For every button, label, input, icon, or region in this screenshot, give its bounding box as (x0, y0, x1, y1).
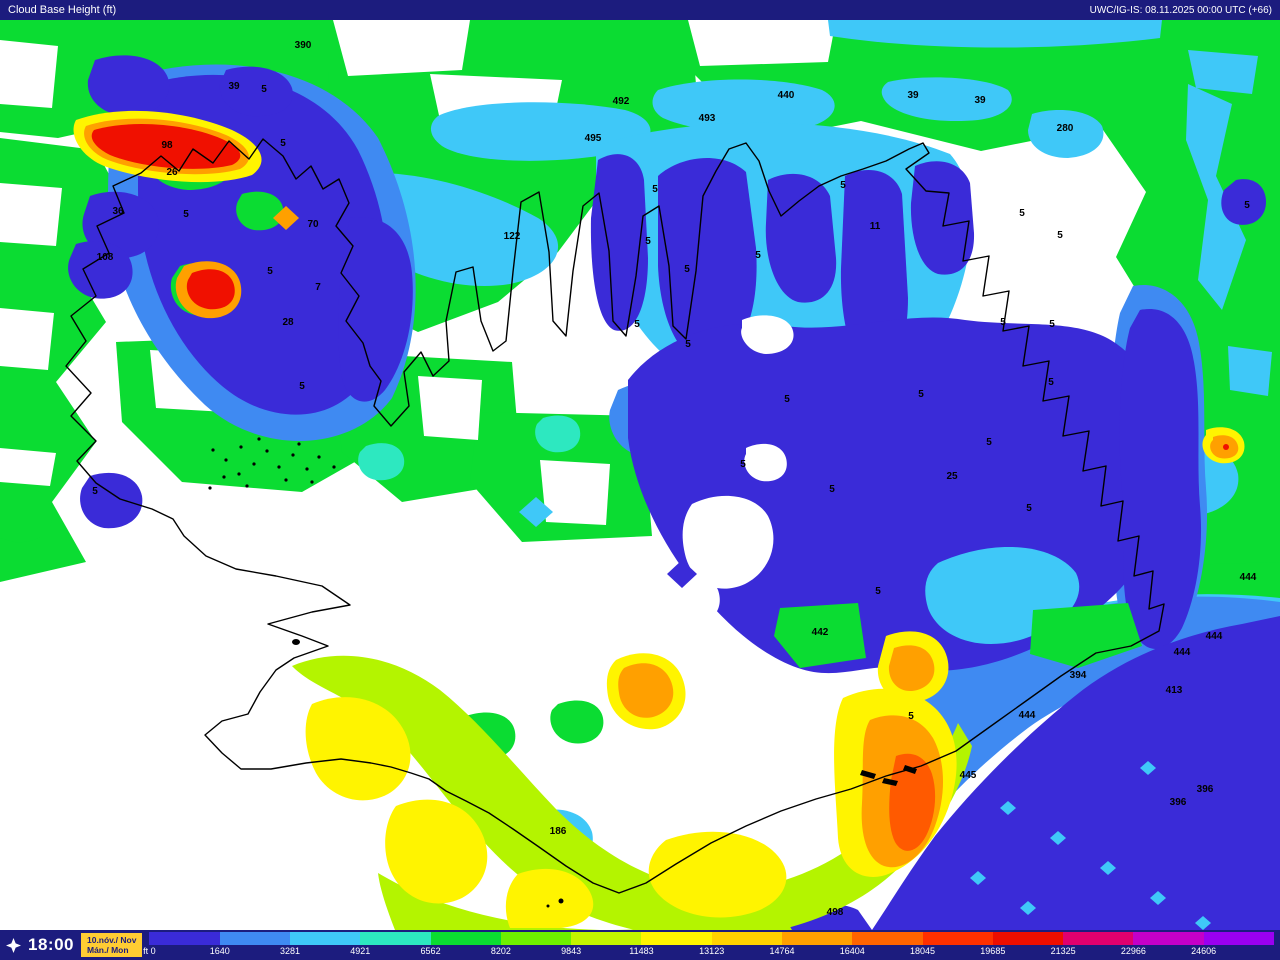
clear-sky-holes-over (658, 315, 794, 625)
legend-segment: 16404 (840, 932, 923, 956)
legend-tick-label: 6562 (420, 946, 441, 956)
legend-tick-label: 11483 (629, 946, 654, 956)
map-canvas: 390 39 5 98 26 5 36 70 5 108 5 7 28 5 492 493 495 440 39 39… (0, 20, 1280, 930)
top-bar: Cloud Base Height (ft) UWC/IG-IS: 08.11.… (0, 0, 1280, 20)
legend-tick-label: 4921 (350, 946, 371, 956)
page-title: Cloud Base Height (ft) (8, 4, 117, 16)
legend-tick-label: 1640 (209, 946, 230, 956)
legend-segment: 1640 (210, 932, 290, 956)
legend-segment: 6562 (421, 932, 501, 956)
legend-tick-label: 13123 (699, 946, 725, 956)
cloud-layer-warm (73, 110, 1245, 930)
legend-segment: 19685 (980, 932, 1064, 956)
color-scale-legend: ft 0 1640 3281 4921 6562 8202 9843 11483 13123 14… (143, 932, 1274, 960)
legend-segment: 14764 (769, 932, 853, 956)
legend-tick-label: 16404 (839, 946, 865, 956)
legend-tick-label: 24606 (1191, 946, 1217, 956)
date-line-2: Mán./ Mon (86, 945, 129, 955)
legend-segment: ft 0 (143, 932, 220, 956)
legend-segment: 11483 (629, 932, 712, 956)
legend-tick-label: ft 0 (143, 946, 156, 956)
weather-map-svg (0, 20, 1280, 930)
legend-tick-label: 19685 (980, 946, 1006, 956)
legend-segment: 9843 (561, 932, 642, 956)
legend-segment: 4921 (350, 932, 431, 956)
legend-segment: 24606 (1191, 932, 1274, 956)
valid-time: 18:00 (28, 935, 74, 954)
legend-segment: 8202 (491, 932, 572, 956)
legend-segment: 18045 (910, 932, 993, 956)
legend-tick-label: 18045 (910, 946, 936, 956)
compass-icon (6, 937, 21, 953)
legend-segment: 3281 (280, 932, 361, 956)
date-tab[interactable]: 10.nóv./ Nov Mán./ Mon (80, 932, 143, 958)
islands-and-lakes (208, 437, 917, 908)
cloud-layer-deep-blue-over (667, 560, 697, 588)
date-line-1: 10.nóv./ Nov (86, 934, 137, 945)
bottom-bar: 18:00 10.nóv./ Nov Mán./ Mon ft 0 1640 328… (0, 930, 1280, 960)
legend-segments: ft 0 1640 3281 4921 6562 8202 9843 11483 13123 14… (143, 932, 1274, 956)
legend-tick-label: 14764 (769, 946, 795, 956)
legend-segment: 21325 (1051, 932, 1134, 956)
model-run-info: UWC/IG-IS: 08.11.2025 00:00 UTC (+66) (1089, 4, 1272, 16)
legend-segment: 13123 (699, 932, 782, 956)
legend-segment: 22966 (1121, 932, 1204, 956)
legend-tick-label: 8202 (490, 946, 511, 956)
legend-tick-label: 9843 (561, 946, 582, 956)
legend-tick-label: 21325 (1050, 946, 1076, 956)
legend-tick-label: 22966 (1120, 946, 1146, 956)
coastline (65, 138, 1165, 908)
legend-tick-label: 3281 (279, 946, 301, 956)
